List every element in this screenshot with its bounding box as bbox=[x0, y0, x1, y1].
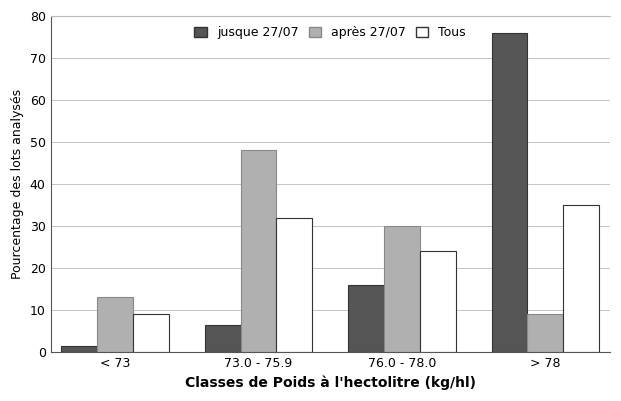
Y-axis label: Pourcentage des lots analysés: Pourcentage des lots analysés bbox=[11, 89, 24, 279]
Bar bbox=[133, 314, 169, 352]
Bar bbox=[384, 226, 420, 352]
Bar bbox=[420, 251, 456, 352]
Legend: jusque 27/07, après 27/07, Tous: jusque 27/07, après 27/07, Tous bbox=[191, 22, 469, 43]
Bar bbox=[563, 205, 599, 352]
Bar bbox=[492, 33, 527, 352]
Bar bbox=[276, 218, 312, 352]
Bar bbox=[527, 314, 563, 352]
Bar bbox=[240, 150, 276, 352]
X-axis label: Classes de Poids à l'hectolitre (kg/hl): Classes de Poids à l'hectolitre (kg/hl) bbox=[184, 375, 476, 390]
Bar bbox=[97, 298, 133, 352]
Bar bbox=[61, 346, 97, 352]
Bar bbox=[348, 285, 384, 352]
Bar bbox=[205, 325, 240, 352]
